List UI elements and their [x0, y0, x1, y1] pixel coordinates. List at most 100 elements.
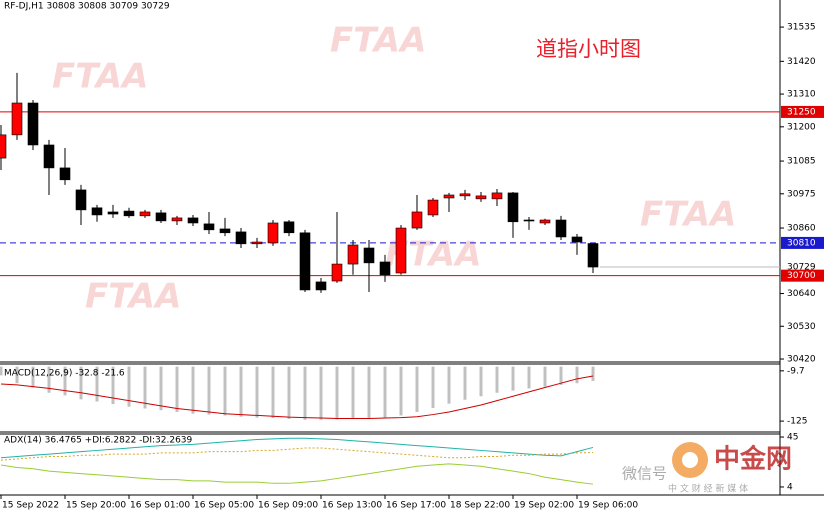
price-tag	[781, 269, 824, 282]
histogram-bar	[31, 366, 35, 388]
x-tick-label: 19 Sep 06:00	[578, 501, 638, 511]
candle-body	[0, 134, 7, 159]
histogram-bar	[303, 366, 307, 420]
candle-body	[123, 210, 135, 217]
price-tag	[781, 236, 824, 249]
candle-body	[27, 102, 39, 146]
histogram-bar	[431, 366, 435, 409]
y-tick-label: 30420	[787, 355, 816, 365]
x-tick-label: 15 Sep 20:00	[66, 501, 126, 511]
candle-body	[219, 228, 231, 234]
logo-slogan: 中 文 财 经 新 媒 体	[668, 483, 748, 495]
bottom-watermark: 中金网 中 文 财 经 新 媒 体 微信号	[622, 442, 792, 495]
histogram-bar	[575, 366, 579, 384]
adx-line	[0, 463, 594, 485]
y-tick-label: 31085	[787, 157, 816, 167]
histogram-bar	[479, 366, 483, 397]
macd-title: MACD(12,26,9) -32.8 -21.6	[4, 369, 125, 379]
histogram-bar	[95, 366, 99, 402]
candle-body	[459, 193, 471, 197]
watermark: FTAA	[330, 21, 426, 61]
watermark: FTAA	[640, 195, 736, 235]
candle-body	[411, 211, 423, 229]
histogram-bar	[271, 366, 275, 419]
y-tick-label: 31420	[787, 57, 816, 67]
candle-body	[43, 144, 55, 169]
y-tick-label: -125	[787, 417, 807, 427]
signal-line	[0, 375, 594, 419]
candle-body	[395, 227, 407, 274]
adx-title: ADX(14) 36.4765 +DI:6.2822 -DI:32.2639	[4, 436, 193, 446]
candle-body	[75, 189, 87, 211]
histogram-bar	[415, 366, 419, 412]
histogram-bar	[383, 366, 387, 418]
histogram-bar	[527, 366, 531, 389]
x-tick-label: 16 Sep 09:00	[258, 501, 318, 511]
candle-body	[203, 223, 215, 231]
price-tag	[781, 105, 824, 118]
histogram-bar	[559, 366, 563, 385]
x-tick-label: 16 Sep 01:00	[130, 501, 190, 511]
candle-body	[251, 241, 263, 245]
histogram-bar	[127, 366, 131, 407]
adx-line	[0, 437, 594, 459]
histogram-bar	[543, 366, 547, 387]
candle-body	[235, 231, 247, 245]
histogram-bar	[447, 366, 451, 404]
candle-body	[331, 263, 343, 282]
histogram-bar	[191, 366, 195, 414]
watermark: FTAA	[85, 277, 181, 317]
x-tick-label: 16 Sep 05:00	[194, 501, 254, 511]
candle-body	[59, 167, 71, 181]
candle-body	[91, 207, 103, 216]
adx-line	[0, 447, 594, 461]
candle-body	[171, 217, 183, 222]
candle-body	[363, 247, 375, 264]
histogram-bar	[335, 366, 339, 420]
candle-body	[555, 219, 567, 238]
histogram-bar	[495, 366, 499, 393]
wechat-text: 微信号	[622, 465, 667, 483]
candle-body	[347, 244, 359, 265]
y-tick-label: 30860	[787, 224, 816, 234]
watermarks: FTAA FTAA FTAA FTAA FTAA	[52, 21, 736, 317]
candle-body	[11, 102, 23, 136]
histogram-bar	[319, 366, 323, 420]
histogram-bar	[367, 366, 371, 419]
price-tag-label: 31250	[787, 107, 816, 117]
histogram-bar	[463, 366, 467, 400]
histogram-bar	[287, 366, 291, 419]
candle-body	[523, 219, 535, 222]
histogram-bar	[351, 366, 355, 419]
watermark: FTAA	[52, 57, 148, 97]
annotation: 道指小时图	[536, 37, 641, 61]
candle-body	[475, 195, 487, 200]
histogram-bar	[239, 366, 243, 417]
histogram-bar	[63, 366, 67, 396]
x-tick-label: 16 Sep 13:00	[322, 501, 382, 511]
candle-body	[139, 211, 151, 217]
candle-body	[491, 192, 503, 200]
y-tick-label: 31535	[787, 23, 816, 33]
x-tick-label: 18 Sep 22:00	[450, 501, 510, 511]
histogram-bar	[399, 366, 403, 416]
candle-body	[283, 221, 295, 234]
histogram-bar	[159, 366, 163, 411]
histogram-bar	[207, 366, 211, 415]
logo-text: 中金网	[714, 444, 792, 475]
candle-body	[571, 236, 583, 243]
price-tag-label: 30700	[787, 271, 816, 281]
histogram-bar	[111, 366, 115, 405]
y-tick-label: 31310	[787, 90, 816, 100]
x-tick-label: 19 Sep 02:00	[514, 501, 574, 511]
histogram-bar	[47, 366, 51, 393]
y-tick-label: -9.7	[787, 366, 805, 376]
y-tick-label: 31200	[787, 122, 816, 132]
candle-body	[587, 243, 599, 268]
histogram-bar	[0, 366, 3, 376]
price-tag-label: 30729	[787, 263, 816, 273]
x-tick-label: 16 Sep 17:00	[386, 501, 446, 511]
histogram-bar	[511, 366, 515, 391]
y-tick-label: 30640	[787, 289, 816, 299]
